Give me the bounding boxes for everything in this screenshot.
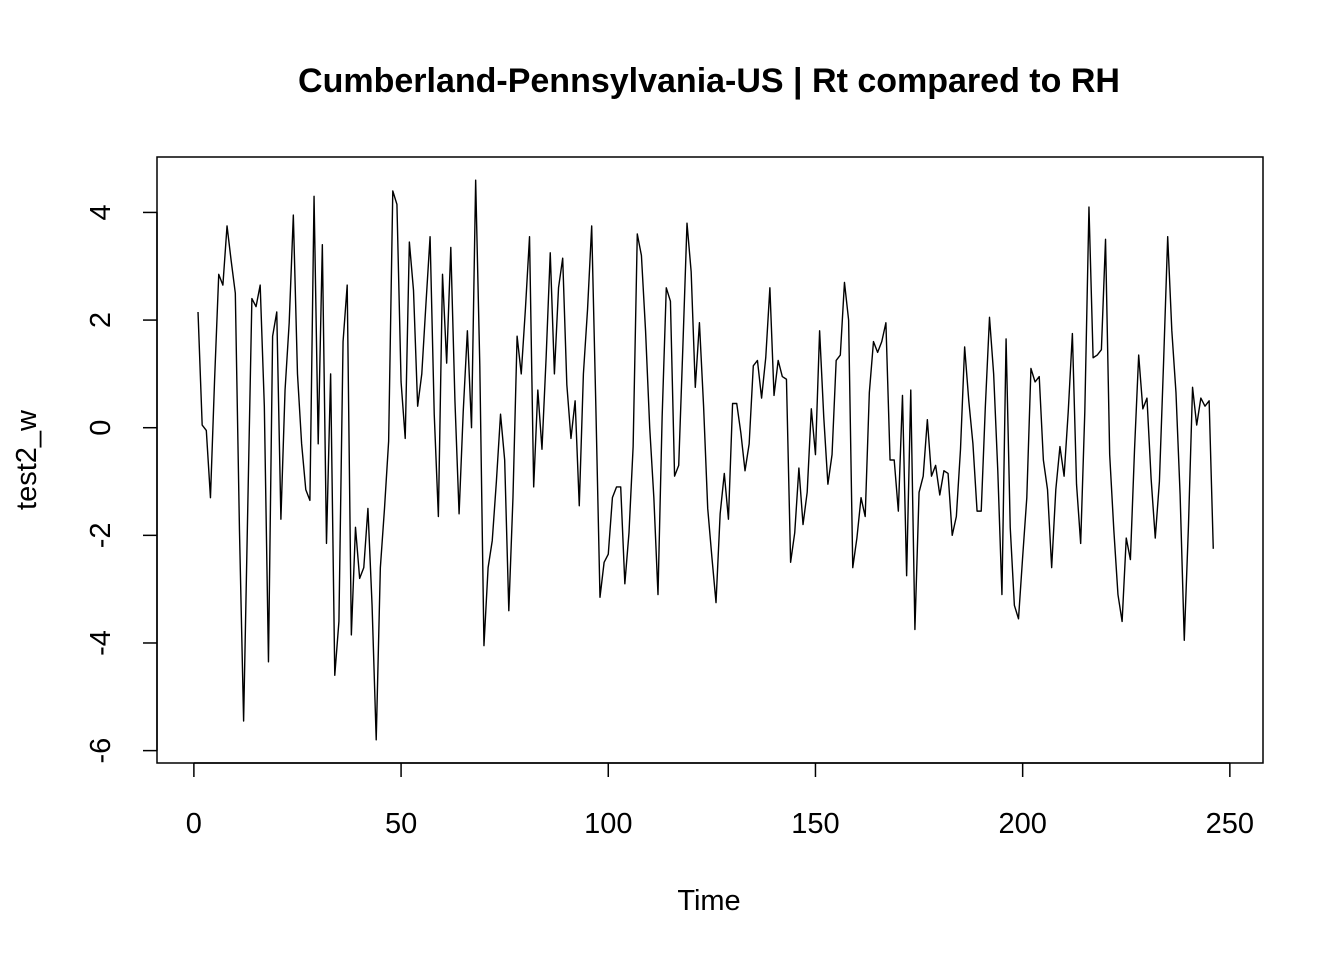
x-tick-label: 250 <box>1206 808 1254 840</box>
y-tick-label: -4 <box>85 630 117 656</box>
y-tick-label: 2 <box>85 312 117 328</box>
y-tick-label: -2 <box>85 522 117 548</box>
x-axis: 0 50 100 150 200 250 <box>186 762 1254 840</box>
y-tick-label: 0 <box>85 420 117 436</box>
x-tick-label: 50 <box>385 808 417 840</box>
x-tick-label: 150 <box>791 808 839 840</box>
y-tick-label: 4 <box>85 204 117 220</box>
y-axis-label: test2_w <box>11 409 43 510</box>
y-tick-label: -6 <box>85 738 117 764</box>
y-axis: -6 -4 -2 0 2 4 <box>85 204 158 764</box>
x-tick-label: 100 <box>584 808 632 840</box>
x-tick-label: 0 <box>186 808 202 840</box>
x-tick-label: 200 <box>998 808 1046 840</box>
x-axis-label: Time <box>677 885 740 917</box>
chart-title: Cumberland-Pennsylvania-US | Rt compared… <box>298 62 1120 100</box>
series-line <box>197 179 1214 741</box>
